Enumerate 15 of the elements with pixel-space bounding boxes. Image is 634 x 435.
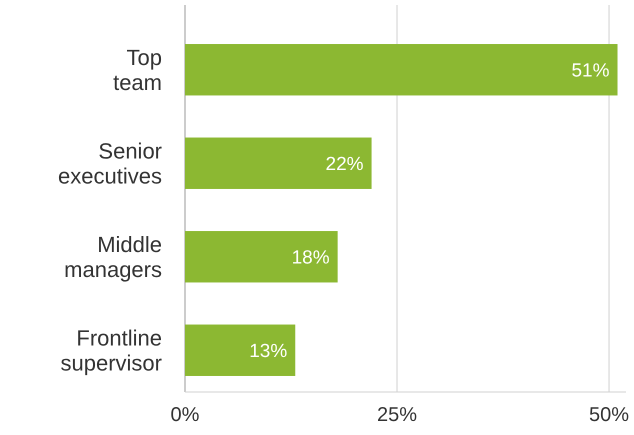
bar [185,324,296,376]
data-label: 51% [571,60,610,82]
y-tick-label: Senior executives [58,138,162,188]
data-label: 13% [249,340,288,362]
x-tick-label: 0% [170,404,200,426]
x-tick-label: 50% [589,404,630,426]
y-tick-label: Middle managers [64,232,162,282]
bar [185,231,338,282]
bar [185,44,618,96]
x-tick-label: 25% [377,404,418,426]
data-label: 18% [292,247,330,268]
data-label: 22% [326,154,364,175]
y-tick-label: Frontline supervisor [60,325,162,376]
y-tick-label: Top team [113,44,162,95]
bar [185,138,372,189]
